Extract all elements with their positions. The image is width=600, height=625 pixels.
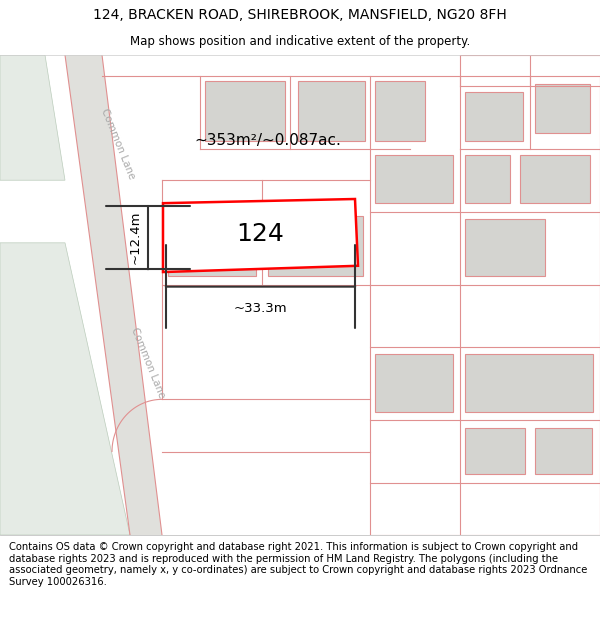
Text: Common Lane: Common Lane <box>99 107 137 181</box>
Bar <box>465 354 593 412</box>
Bar <box>168 216 256 276</box>
Bar <box>205 81 285 141</box>
Bar <box>465 428 525 474</box>
Text: 124, BRACKEN ROAD, SHIREBROOK, MANSFIELD, NG20 8FH: 124, BRACKEN ROAD, SHIREBROOK, MANSFIELD… <box>93 8 507 22</box>
Bar <box>268 216 363 276</box>
Text: Contains OS data © Crown copyright and database right 2021. This information is : Contains OS data © Crown copyright and d… <box>9 542 587 587</box>
Polygon shape <box>65 55 162 535</box>
Text: 124: 124 <box>236 222 284 246</box>
Bar <box>535 428 592 474</box>
Bar <box>375 81 425 141</box>
Bar <box>520 155 590 203</box>
Bar <box>465 155 510 203</box>
Bar <box>375 354 453 412</box>
Text: ~33.3m: ~33.3m <box>233 302 287 315</box>
Text: Map shows position and indicative extent of the property.: Map shows position and indicative extent… <box>130 35 470 48</box>
Text: ~12.4m: ~12.4m <box>129 211 142 264</box>
Bar <box>375 155 453 203</box>
Bar <box>535 84 590 133</box>
Bar <box>298 81 365 141</box>
Text: ~353m²/~0.087ac.: ~353m²/~0.087ac. <box>194 133 341 148</box>
Polygon shape <box>0 243 130 535</box>
Polygon shape <box>163 199 358 272</box>
Polygon shape <box>0 55 65 180</box>
Bar <box>465 219 545 276</box>
Bar <box>465 91 523 141</box>
Text: Common Lane: Common Lane <box>129 326 167 399</box>
